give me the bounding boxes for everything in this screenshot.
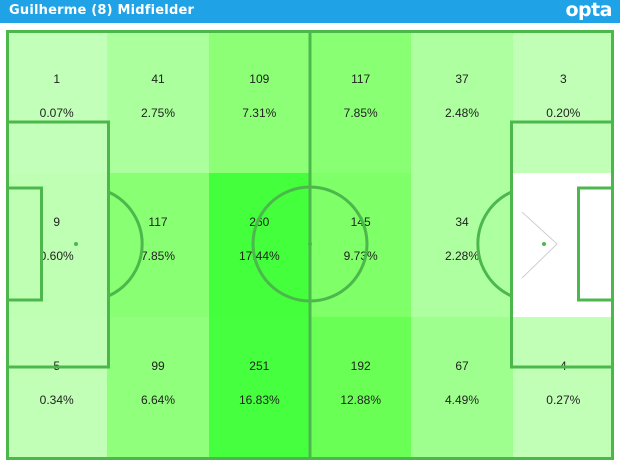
zone-count: 9 (53, 215, 60, 230)
zone-percentage: 2.48% (444, 106, 479, 120)
heatmap-zone: 145 9.73% (310, 173, 412, 317)
header-bar: Guilherme (8) Midfielder opta (0, 0, 620, 23)
heatmap-zone: 3 0.20% (512, 30, 614, 174)
heatmap-zone: 117 7.85% (107, 173, 209, 317)
zone-count: 99 (151, 358, 165, 373)
zone-percentage: 0.07% (39, 106, 74, 120)
zone-count: 145 (350, 215, 371, 230)
zone-percentage: 17.44% (238, 249, 280, 264)
heatmap-zone: 99 6.64% (107, 316, 209, 460)
heatmap-zone: 260 17.44% (208, 173, 310, 317)
center-circle (251, 185, 369, 303)
right-penalty-arc (476, 190, 513, 298)
zone-count: 192 (350, 358, 371, 373)
zone-percentage: 0.60% (39, 249, 74, 264)
zone-count: 37 (455, 72, 469, 86)
zone-percentage: 2.28% (444, 249, 479, 264)
zone-count: 41 (151, 72, 165, 86)
pitch-heatmap: 1 0.07% 41 2.75% 109 7.31% 117 7.85% 37 2.48% 3 0.2… (6, 30, 614, 460)
zone-percentage: 4.49% (444, 392, 479, 407)
zone-count: 1 (53, 72, 60, 86)
heatmap-zone: 1 0.07% (6, 30, 108, 174)
heatmap-zone: 37 2.48% (411, 30, 513, 174)
heatmap-zone: 9 0.60% (6, 173, 108, 317)
zone-percentage: 9.73% (343, 249, 378, 264)
right-goal-area (577, 186, 614, 302)
zone-count: 260 (249, 215, 270, 230)
zone-percentage: 6.64% (140, 392, 175, 407)
heatmap-zone: 5 0.34% (6, 316, 108, 460)
zone-percentage: 0.27% (546, 392, 581, 407)
zone-percentage: 7.85% (140, 249, 175, 264)
heatmap-zone: 251 16.83% (208, 316, 310, 460)
left-penalty-spot (74, 242, 78, 246)
zone-percentage: 12.88% (340, 392, 382, 407)
page-title: Guilherme (8) Midfielder (9, 3, 195, 18)
right-penalty-spot (542, 242, 546, 246)
zone-count: 67 (455, 358, 469, 373)
heatmap-zone (512, 173, 614, 317)
direction-arrow-icon (521, 211, 558, 279)
zone-count: 251 (249, 358, 270, 373)
zone-percentage: 2.75% (140, 106, 175, 120)
left-penalty-area (6, 120, 110, 369)
opta-logo: opta (565, 0, 612, 21)
zone-percentage: 7.31% (242, 106, 277, 120)
zone-count: 3 (559, 72, 567, 86)
center-spot (308, 242, 312, 246)
right-penalty-area (510, 120, 614, 369)
heatmap-zone: 192 12.88% (310, 316, 412, 460)
heatmap-zone: 34 2.28% (411, 173, 513, 317)
zone-percentage: 0.20% (546, 106, 581, 120)
zone-count: 109 (249, 72, 270, 86)
zone-percentage: 0.34% (39, 392, 74, 407)
heatmap-zone: 67 4.49% (411, 316, 513, 460)
zone-count: 117 (148, 215, 168, 230)
left-penalty-arc (107, 190, 144, 298)
heatmap-zone: 117 7.85% (310, 30, 412, 174)
heatmap-zone: 109 7.31% (208, 30, 310, 174)
zone-percentage: 16.83% (238, 392, 280, 407)
zone-percentage: 7.85% (343, 106, 378, 120)
heatmap-zone: 4 0.27% (512, 316, 614, 460)
pitch-markings (6, 30, 614, 460)
heatmap-zone: 41 2.75% (107, 30, 209, 174)
zone-count: 34 (455, 215, 469, 230)
left-goal-area (6, 186, 43, 302)
zone-count: 117 (351, 72, 371, 86)
